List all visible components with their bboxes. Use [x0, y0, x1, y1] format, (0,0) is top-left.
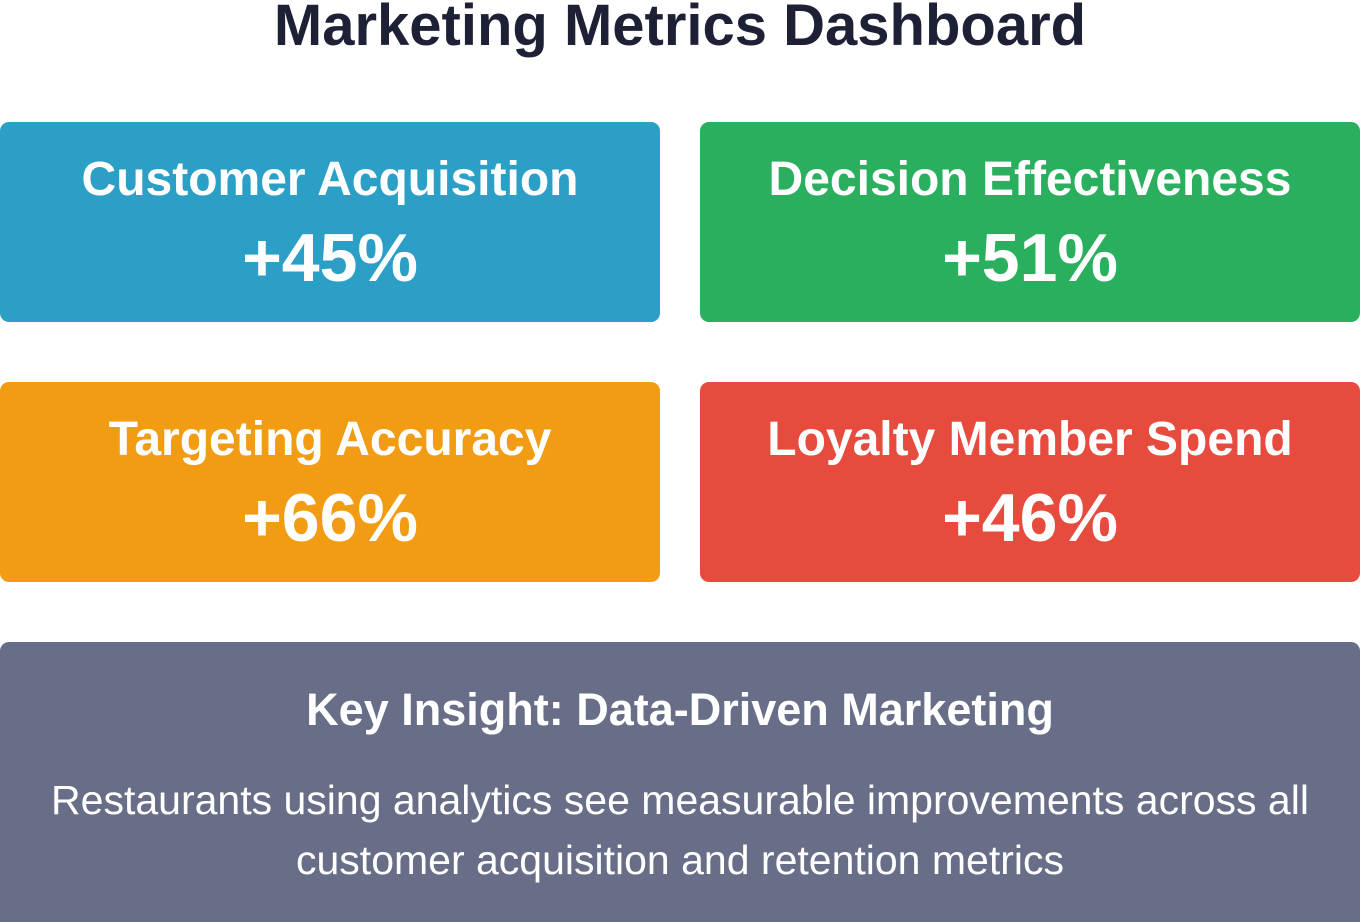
metric-label: Targeting Accuracy — [108, 413, 552, 466]
metric-card: Targeting Accuracy +66% — [0, 382, 660, 582]
insight-panel: Key Insight: Data-Driven Marketing Resta… — [0, 642, 1360, 922]
page-title: Marketing Metrics Dashboard — [273, 0, 1087, 58]
metric-label: Customer Acquisition — [81, 153, 579, 206]
metric-label: Loyalty Member Spend — [767, 413, 1293, 466]
metric-value: +46% — [942, 480, 1118, 556]
metric-card: Decision Effectiveness +51% — [700, 122, 1360, 322]
metric-card: Customer Acquisition +45% — [0, 122, 660, 322]
insight-text: Restaurants using analytics see measurab… — [51, 777, 1309, 883]
metric-label: Decision Effectiveness — [768, 153, 1292, 206]
metric-card: Loyalty Member Spend +46% — [700, 382, 1360, 582]
metric-value: +66% — [242, 480, 418, 556]
insight-title: Key Insight: Data-Driven Marketing — [306, 684, 1054, 735]
metric-value: +51% — [942, 220, 1118, 296]
metric-value: +45% — [242, 220, 418, 296]
